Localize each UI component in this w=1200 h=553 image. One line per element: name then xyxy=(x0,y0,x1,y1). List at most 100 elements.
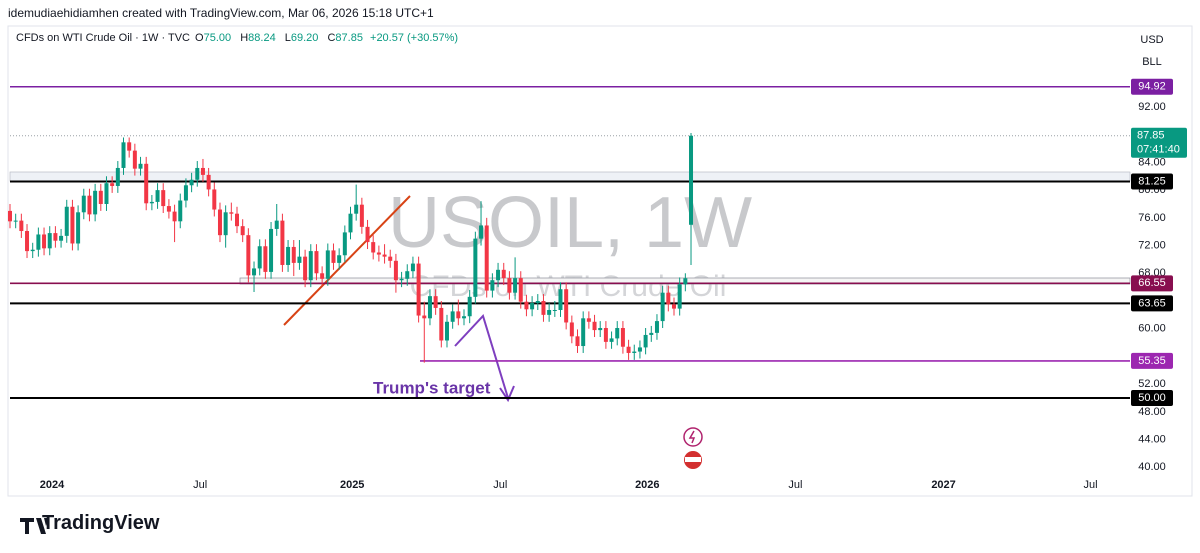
legend-change: +20.57 (+30.57%) xyxy=(370,32,459,44)
y-tick-label: 72.00 xyxy=(1138,239,1166,251)
candle-body xyxy=(286,246,291,265)
candle-body xyxy=(53,233,58,241)
candle-body xyxy=(541,300,546,315)
candle-body xyxy=(439,307,444,341)
y-tick-label: 48.00 xyxy=(1138,406,1166,418)
candle-body xyxy=(632,351,637,353)
candle-body xyxy=(320,273,325,279)
candle-body xyxy=(166,206,171,212)
x-tick-label: Jul xyxy=(193,479,207,491)
candle-body xyxy=(643,334,648,348)
candle-body xyxy=(564,289,569,323)
level-label: 55.35 xyxy=(1138,355,1166,367)
candle-body xyxy=(195,167,200,180)
candle-body xyxy=(138,163,143,169)
candle-body xyxy=(371,242,376,253)
candle-body xyxy=(496,269,501,281)
candle-body xyxy=(200,167,205,175)
candle-body xyxy=(30,249,35,252)
candle-body xyxy=(637,347,642,352)
candle-body xyxy=(206,174,211,190)
candle-body xyxy=(393,260,398,281)
candle-body xyxy=(382,254,387,257)
candle-body xyxy=(149,201,154,204)
candle-body xyxy=(615,328,620,339)
x-tick-label: Jul xyxy=(1084,479,1098,491)
symbol: CFDs on WTI Crude Oil · 1W · TVC xyxy=(16,32,190,44)
candle-body xyxy=(405,271,410,279)
candle-body xyxy=(524,301,529,310)
candle-body xyxy=(654,321,659,333)
candle-body xyxy=(155,190,160,202)
candle-body xyxy=(462,316,467,319)
unit: BLL xyxy=(1142,56,1162,68)
candle-body xyxy=(115,167,120,186)
candle-body xyxy=(569,322,574,337)
candle-body xyxy=(649,332,654,335)
candle-body xyxy=(274,220,279,229)
candle-body xyxy=(161,190,166,207)
candle-body xyxy=(479,225,484,239)
candle-body xyxy=(677,284,682,309)
candle-body xyxy=(427,296,432,319)
legend-key: L xyxy=(284,32,291,44)
arrow-head xyxy=(499,385,515,403)
candle-body xyxy=(473,238,478,297)
candle-body xyxy=(308,251,313,281)
y-tick-label: 60.00 xyxy=(1138,323,1166,335)
legend-value: 69.20 xyxy=(290,32,319,44)
candle-body xyxy=(376,252,381,255)
candle-body xyxy=(416,263,421,316)
level-tag xyxy=(1131,275,1173,292)
x-tick-label: Jul xyxy=(493,479,507,491)
projection-arrow xyxy=(454,314,509,399)
candle-body xyxy=(626,346,631,353)
y-tick-label: 84.00 xyxy=(1138,156,1166,168)
candle-body xyxy=(592,321,597,331)
candle-body xyxy=(586,318,591,322)
candle-body xyxy=(666,292,671,305)
candle-body xyxy=(433,296,438,308)
candle-body xyxy=(104,183,109,204)
event-icon-glyph xyxy=(688,430,696,444)
candle-body xyxy=(64,206,69,236)
brand-logo xyxy=(20,518,49,534)
level-tag xyxy=(1131,295,1173,312)
candle-body xyxy=(354,204,359,214)
candle-body xyxy=(121,142,126,168)
legend-key: C xyxy=(327,32,336,44)
candle-body xyxy=(132,150,137,169)
candle-body xyxy=(598,328,603,331)
candle-body xyxy=(223,212,228,236)
candle-body xyxy=(359,204,364,227)
candle-body xyxy=(36,234,41,250)
candle-body xyxy=(303,256,308,281)
x-tick-label: 2025 xyxy=(340,479,364,491)
candle-body xyxy=(535,300,540,304)
candle-body xyxy=(575,336,580,347)
level-label: 50.00 xyxy=(1138,392,1166,404)
last-price-tag xyxy=(1131,127,1187,158)
candle-body xyxy=(603,328,608,342)
event-icon[interactable] xyxy=(683,427,703,447)
candle-body xyxy=(337,255,342,263)
level-tag xyxy=(1131,78,1173,95)
annotation: Trump's target xyxy=(373,378,491,397)
candle-body xyxy=(93,190,98,215)
watermark: USOIL, 1W xyxy=(388,183,752,263)
candle-body xyxy=(240,226,245,236)
candle-body xyxy=(246,235,251,276)
candle-body xyxy=(547,310,552,315)
x-tick-label: 2024 xyxy=(40,479,65,491)
candle-body xyxy=(689,135,694,225)
candle-body xyxy=(558,289,563,311)
y-tick-label: 40.00 xyxy=(1138,461,1166,473)
countdown: 07:41:40 xyxy=(1137,144,1180,156)
last-price-label: 87.85 xyxy=(1137,130,1165,142)
candle-body xyxy=(552,310,557,312)
legend-value: 87.85 xyxy=(335,32,363,44)
event-icon-glyph xyxy=(685,457,701,462)
level-tag xyxy=(1131,173,1173,190)
candle-body xyxy=(513,278,518,293)
